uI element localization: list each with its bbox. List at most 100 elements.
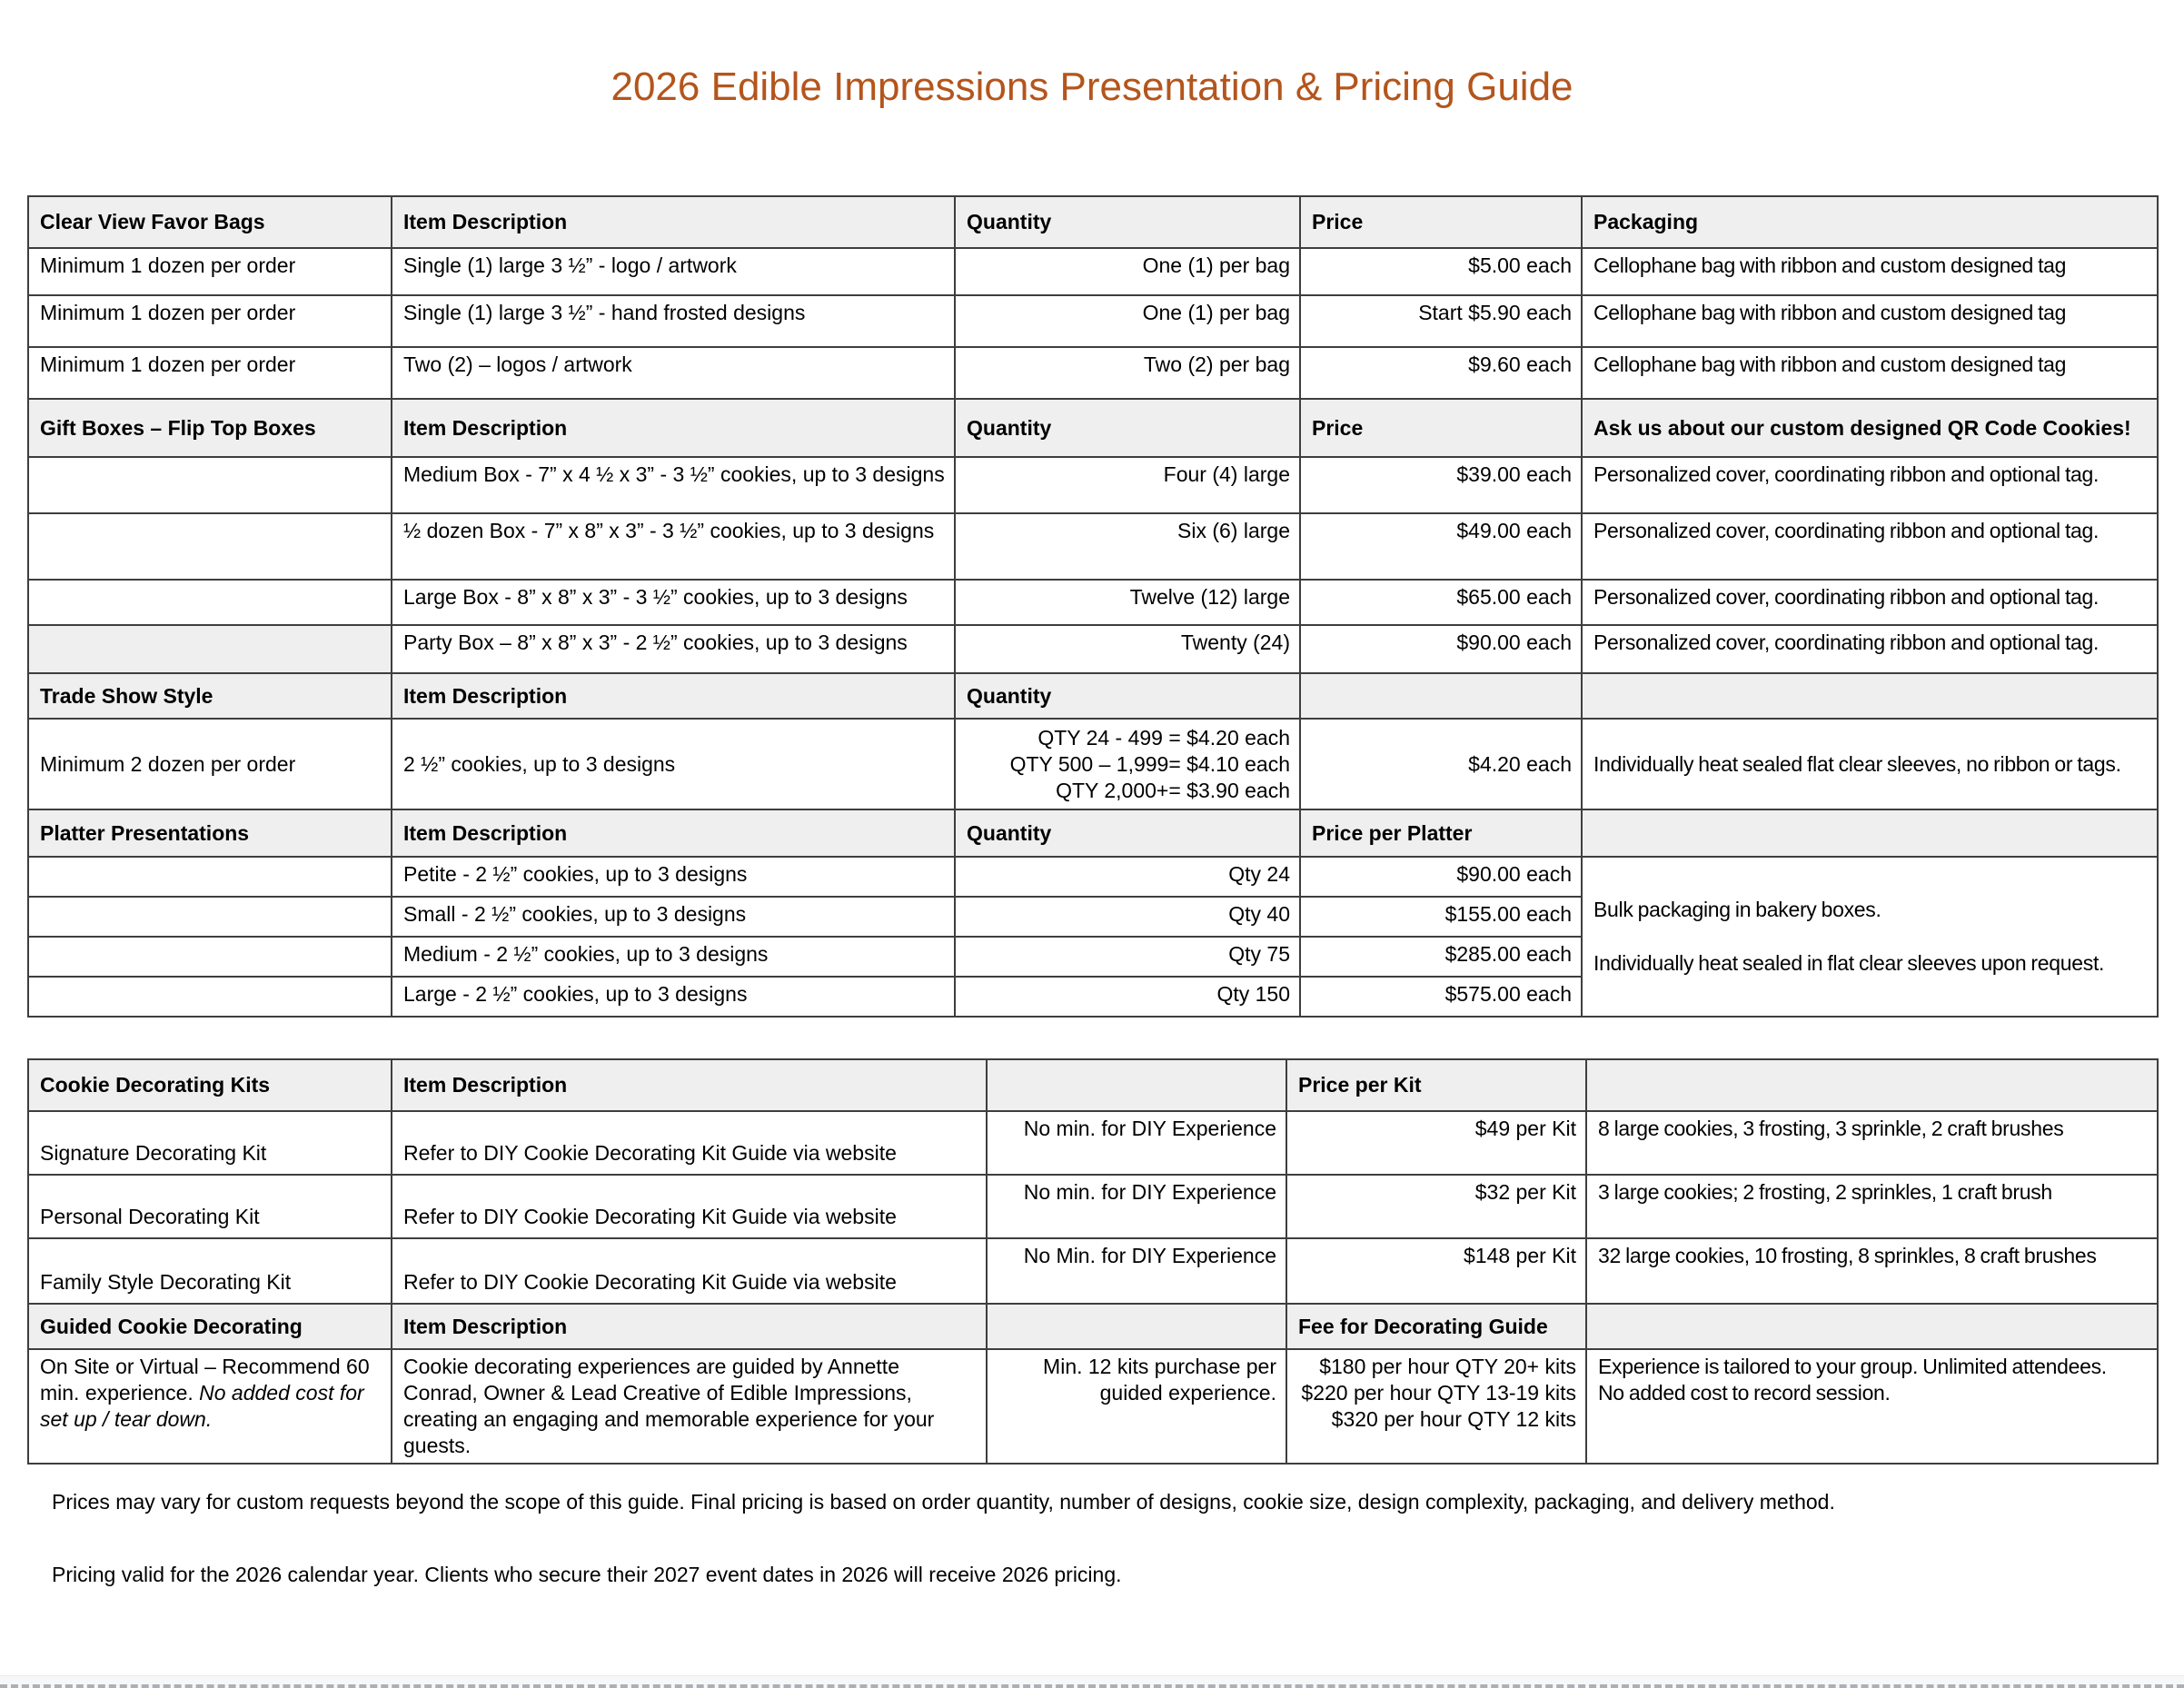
- table-row: Minimum 2 dozen per order 2 ½” cookies, …: [27, 718, 2159, 810]
- price-cell: $148 per Kit: [1286, 1237, 1587, 1305]
- quantity-cell: Qty 40: [954, 896, 1301, 938]
- experience-note-cell: Experience is tailored to your group. Un…: [1585, 1348, 2159, 1465]
- kit-contents-cell: 32 large cookies, 10 frosting, 8 sprinkl…: [1585, 1237, 2159, 1305]
- packaging-cell: Cellophane bag with ribbon and custom de…: [1581, 294, 2159, 348]
- quantity-cell: One (1) per bag: [954, 247, 1301, 296]
- column-header-item-description: Item Description: [391, 672, 956, 720]
- page-bottom-strip: [0, 1675, 2184, 1688]
- price-cell: Start $5.90 each: [1299, 294, 1583, 348]
- fee-line: $180 per hour QTY 20+ kits: [1319, 1355, 1576, 1378]
- item-description-cell: Single (1) large 3 ½” - logo / artwork: [391, 247, 956, 296]
- packaging-merged-cell: Bulk packaging in bakery boxes. Individu…: [1581, 856, 2159, 1018]
- price-cell: $4.20 each: [1299, 718, 1583, 810]
- price-cell: $285.00 each: [1299, 936, 1583, 978]
- kit-contents-cell: 3 large cookies; 2 frosting, 2 sprinkles…: [1585, 1174, 2159, 1239]
- column-header-section: Gift Boxes – Flip Top Boxes: [27, 398, 392, 458]
- table-row: Minimum 1 dozen per order Two (2) – logo…: [27, 346, 2159, 400]
- page-title: 2026 Edible Impressions Presentation & P…: [611, 65, 1573, 109]
- packaging-cell: Personalized cover, coordinating ribbon …: [1581, 579, 2159, 626]
- packaging-cell: Personalized cover, coordinating ribbon …: [1581, 624, 2159, 674]
- fee-line: $320 per hour QTY 12 kits: [1331, 1407, 1576, 1431]
- packaging-cell: Cellophane bag with ribbon and custom de…: [1581, 247, 2159, 296]
- row-label-cell: [27, 512, 392, 581]
- price-cell: $32 per Kit: [1286, 1174, 1587, 1239]
- column-header-item-description: Item Description: [391, 195, 956, 249]
- row-label-cell: [27, 856, 392, 898]
- item-description-cell: ½ dozen Box - 7” x 8” x 3” - 3 ½” cookie…: [391, 512, 956, 581]
- column-header-empty: [986, 1303, 1287, 1350]
- table-row: Signature Decorating Kit Refer to DIY Co…: [27, 1110, 2159, 1176]
- item-description-cell: Large Box - 8” x 8” x 3” - 3 ½” cookies,…: [391, 579, 956, 626]
- quantity-cell: Qty 24: [954, 856, 1301, 898]
- table-row: Minimum 1 dozen per order Single (1) lar…: [27, 294, 2159, 348]
- column-header-section: Guided Cookie Decorating: [27, 1303, 392, 1350]
- column-header-empty: [1581, 809, 2159, 858]
- packaging-cell: Cellophane bag with ribbon and custom de…: [1581, 346, 2159, 400]
- section-header-gift-boxes: Gift Boxes – Flip Top Boxes Item Descrip…: [27, 398, 2159, 458]
- qty-tier-line: QTY 2,000+= $3.90 each: [1056, 778, 1290, 802]
- column-header-price-per-platter: Price per Platter: [1299, 809, 1583, 858]
- table-row: Large Box - 8” x 8” x 3” - 3 ½” cookies,…: [27, 579, 2159, 626]
- row-label-cell: [27, 936, 392, 978]
- column-header-section: Trade Show Style: [27, 672, 392, 720]
- price-cell: $90.00 each: [1299, 624, 1583, 674]
- experience-note-line: No added cost to record session.: [1598, 1381, 1891, 1405]
- fee-cell: $180 per hour QTY 20+ kits $220 per hour…: [1286, 1348, 1587, 1465]
- column-header-price-per-kit: Price per Kit: [1286, 1058, 1587, 1112]
- quantity-cell: Qty 75: [954, 936, 1301, 978]
- minimum-cell: Min. 12 kits purchase per guided experie…: [986, 1348, 1287, 1465]
- column-header-price: Price: [1299, 398, 1583, 458]
- minimum-cell: No min. for DIY Experience: [986, 1110, 1287, 1176]
- guided-label-cell: On Site or Virtual – Recommend 60 min. e…: [27, 1348, 392, 1465]
- table-row: Party Box – 8” x 8” x 3” - 2 ½” cookies,…: [27, 624, 2159, 674]
- column-header-quantity: Quantity: [954, 809, 1301, 858]
- item-description-cell: Small - 2 ½” cookies, up to 3 designs: [391, 896, 956, 938]
- guided-label-text: On Site or Virtual – Recommend 60 min. e…: [40, 1355, 370, 1405]
- price-cell: $9.60 each: [1299, 346, 1583, 400]
- qty-tier-line: QTY 500 – 1,999= $4.10 each: [1009, 751, 1290, 776]
- section-header-guided-cookie-decorating: Guided Cookie Decorating Item Descriptio…: [27, 1303, 2159, 1350]
- column-header-empty: [1585, 1303, 2159, 1350]
- quantity-cell: Four (4) large: [954, 456, 1301, 514]
- item-description-cell: Refer to DIY Cookie Decorating Kit Guide…: [391, 1110, 988, 1176]
- quantity-cell: One (1) per bag: [954, 294, 1301, 348]
- item-description-cell: Cookie decorating experiences are guided…: [391, 1348, 988, 1465]
- price-cell: $49 per Kit: [1286, 1110, 1587, 1176]
- column-header-empty: [1585, 1058, 2159, 1112]
- table-row: Minimum 1 dozen per order Single (1) lar…: [27, 247, 2159, 296]
- footer-note-pricing-validity: Pricing valid for the 2026 calendar year…: [52, 1563, 1122, 1586]
- kit-name-cell: Signature Decorating Kit: [27, 1110, 392, 1176]
- column-header-fee: Fee for Decorating Guide: [1286, 1303, 1587, 1350]
- guided-label-note-italic: No added cost for set up / tear down.: [40, 1381, 364, 1431]
- minimum-cell: No min. for DIY Experience: [986, 1174, 1287, 1239]
- item-description-cell: 2 ½” cookies, up to 3 designs: [391, 718, 956, 810]
- section-header-clear-view-favor-bags: Clear View Favor Bags Item Description Q…: [27, 195, 2159, 249]
- column-header-empty: [1299, 672, 1583, 720]
- column-header-section: Platter Presentations: [27, 809, 392, 858]
- quantity-cell: Twelve (12) large: [954, 579, 1301, 626]
- row-label-cell: Minimum 1 dozen per order: [27, 294, 392, 348]
- table-row: Family Style Decorating Kit Refer to DIY…: [27, 1237, 2159, 1305]
- item-description-cell: Large - 2 ½” cookies, up to 3 designs: [391, 976, 956, 1018]
- row-label-cell: Minimum 2 dozen per order: [27, 718, 392, 810]
- table-row: Medium Box - 7” x 4 ½ x 3” - 3 ½” cookie…: [27, 456, 2159, 514]
- item-description-cell: Two (2) – logos / artwork: [391, 346, 956, 400]
- table-row: Large - 2 ½” cookies, up to 3 designs Qt…: [27, 976, 2158, 1018]
- price-cell: $575.00 each: [1299, 976, 1583, 1018]
- price-cell: $5.00 each: [1299, 247, 1583, 296]
- price-cell: $49.00 each: [1299, 512, 1583, 581]
- fee-line: $220 per hour QTY 13-19 kits: [1301, 1381, 1576, 1405]
- row-label-cell: [27, 896, 392, 938]
- price-cell: $90.00 each: [1299, 856, 1583, 898]
- packaging-note-line: Bulk packaging in bakery boxes.: [1593, 898, 1881, 921]
- column-header-item-description: Item Description: [391, 1303, 988, 1350]
- column-header-empty: [1581, 672, 2159, 720]
- table-row: Medium - 2 ½” cookies, up to 3 designs Q…: [27, 936, 2158, 978]
- column-header-item-description: Item Description: [391, 809, 956, 858]
- item-description-cell: Petite - 2 ½” cookies, up to 3 designs: [391, 856, 956, 898]
- price-cell: $155.00 each: [1299, 896, 1583, 938]
- item-description-cell: Medium - 2 ½” cookies, up to 3 designs: [391, 936, 956, 978]
- qty-tier-line: QTY 24 - 499 = $4.20 each: [1037, 725, 1290, 750]
- row-label-cell: [27, 976, 392, 1018]
- price-cell: $39.00 each: [1299, 456, 1583, 514]
